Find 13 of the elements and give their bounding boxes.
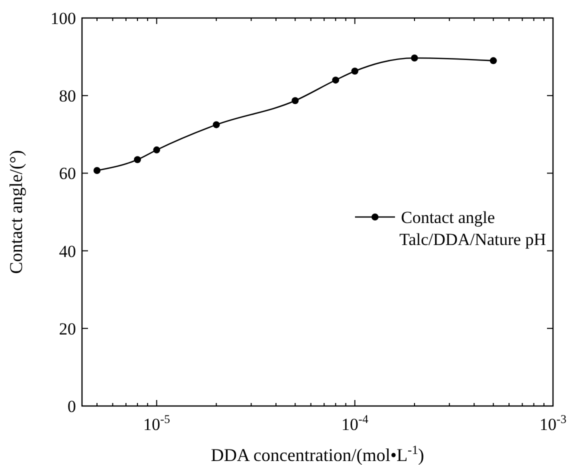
y-tick-label: 40 <box>59 242 76 261</box>
y-tick-label: 100 <box>50 8 76 28</box>
x-tick-label: 10$^{-5}$ <box>143 412 170 434</box>
y-tick-label: 60 <box>59 164 76 184</box>
y-axis-title: Contact angle/(°) <box>6 150 26 274</box>
y-tick-label: 0 <box>68 396 76 416</box>
x-tick-label: 10$^{-4}$ <box>341 412 368 434</box>
legend-label: Contact angle <box>401 208 495 227</box>
annotation: Talc/DDA/Nature pH <box>399 230 546 249</box>
x-tick-label: 10$^{-3}$ <box>540 412 567 434</box>
x-axis-title: DDA concentration/(mol•L$^{-1}$) <box>210 443 424 465</box>
y-tick-label: 20 <box>59 319 76 338</box>
y-tick-label: 80 <box>59 86 76 106</box>
